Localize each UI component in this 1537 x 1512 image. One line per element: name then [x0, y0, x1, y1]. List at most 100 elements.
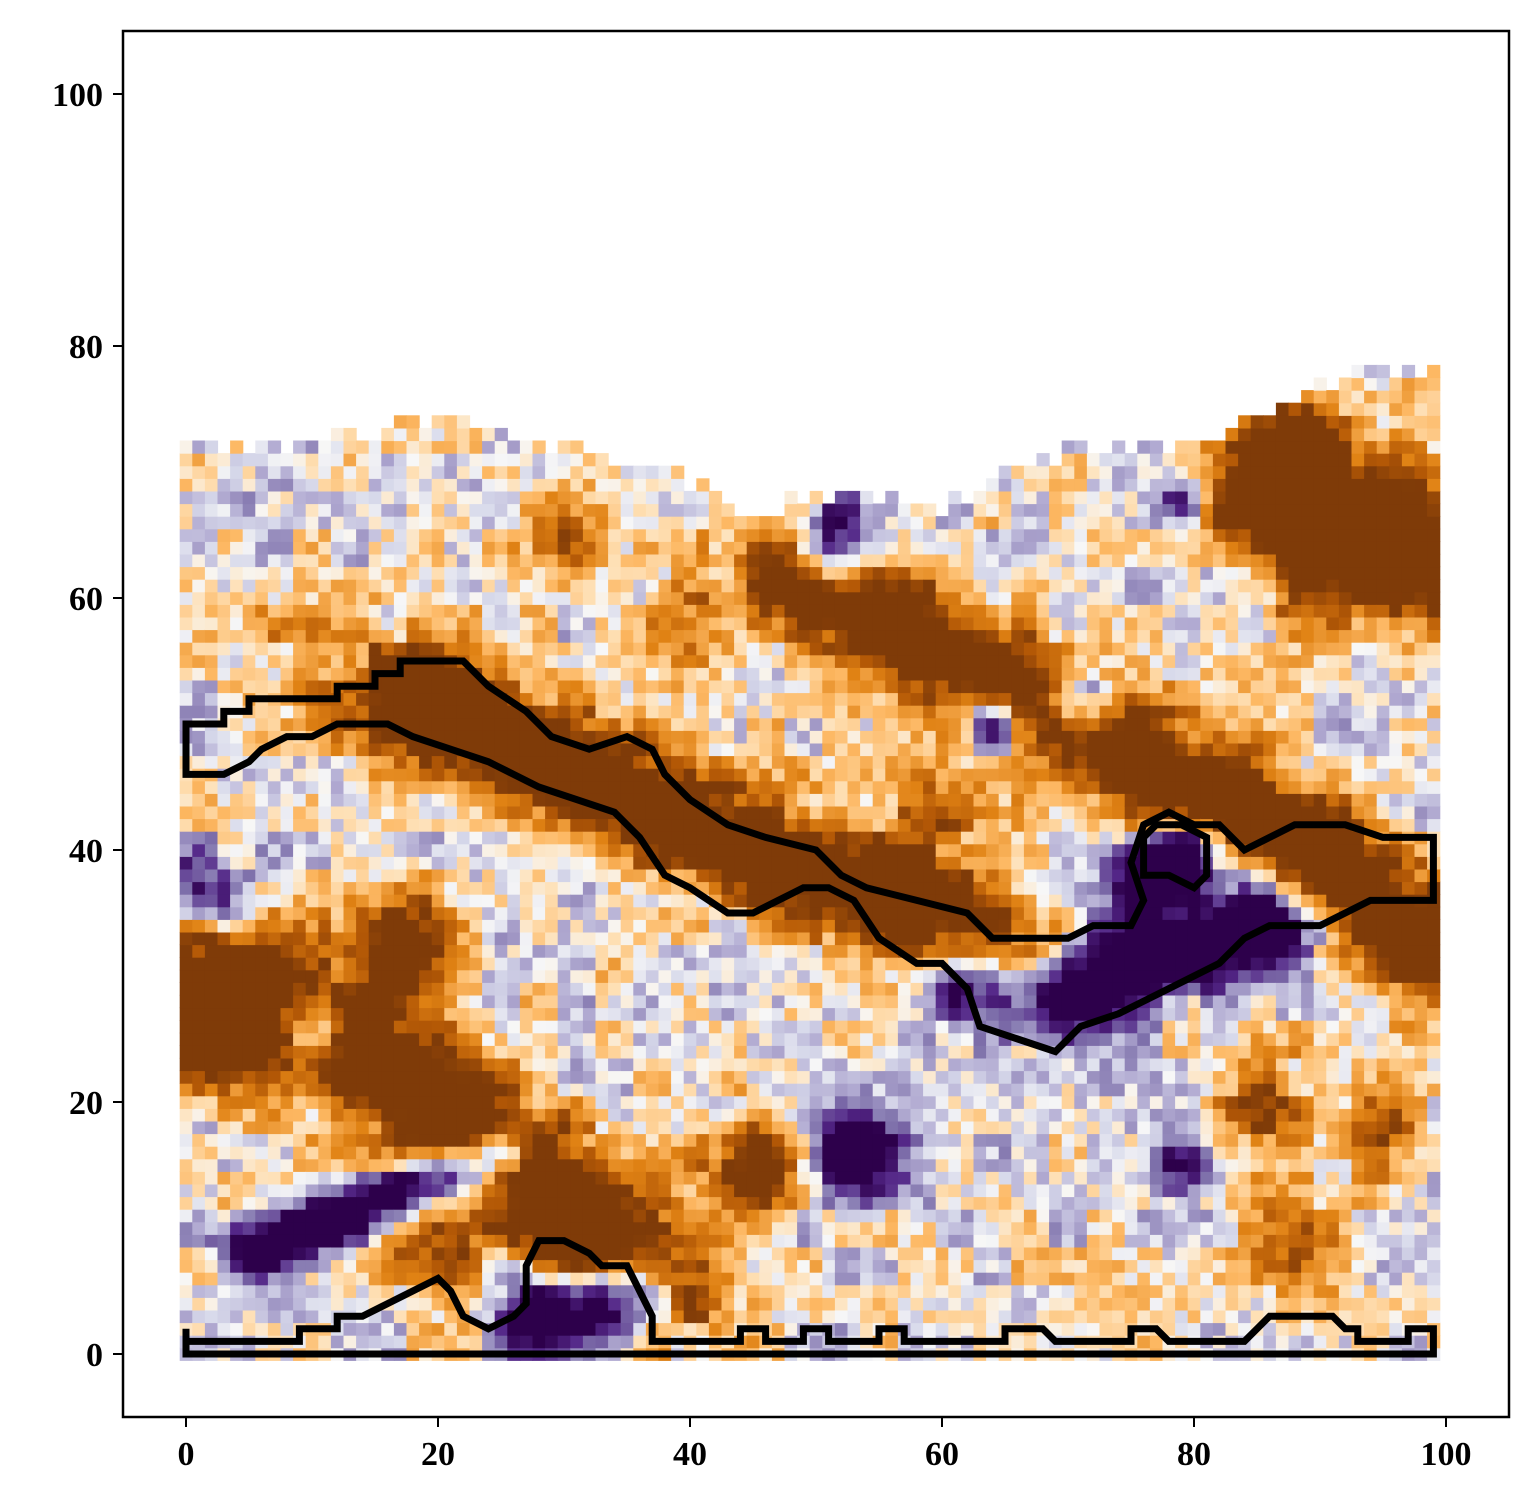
heatmap-cell: [633, 692, 647, 706]
heatmap-cell: [318, 1284, 332, 1298]
heatmap-cell: [923, 1183, 937, 1198]
heatmap-cell: [217, 894, 231, 908]
heatmap-cell: [746, 1196, 760, 1210]
heatmap-cell: [406, 1108, 420, 1122]
heatmap-cell: [482, 768, 496, 782]
heatmap-cell: [608, 490, 622, 505]
heatmap-cell: [179, 1272, 193, 1286]
heatmap-cell: [910, 1133, 924, 1147]
heatmap-cell: [759, 1108, 773, 1122]
heatmap-cell: [582, 1045, 597, 1059]
heatmap-cell: [419, 1146, 433, 1160]
heatmap-cell: [847, 1057, 861, 1072]
heatmap-cell: [822, 591, 836, 605]
heatmap-cell: [1036, 667, 1050, 681]
heatmap-cell: [771, 1095, 786, 1109]
heatmap-cell: [608, 1007, 622, 1021]
heatmap-cell: [960, 1133, 975, 1147]
heatmap-cell: [204, 818, 219, 832]
heatmap-cell: [230, 1095, 244, 1109]
heatmap-cell: [633, 1335, 647, 1349]
heatmap-cell: [784, 679, 798, 694]
heatmap-cell: [935, 1070, 949, 1084]
heatmap-cell: [293, 1309, 307, 1324]
heatmap-cell: [948, 944, 962, 958]
heatmap-cell: [431, 894, 445, 908]
heatmap-cell: [570, 566, 584, 580]
heatmap-cell: [910, 1309, 924, 1324]
heatmap-cell: [406, 642, 420, 656]
heatmap-cell: [293, 1083, 307, 1097]
heatmap-cell: [456, 1259, 471, 1273]
heatmap-cell: [746, 805, 760, 820]
heatmap-cell: [482, 1057, 496, 1072]
heatmap-cell: [494, 579, 508, 593]
heatmap-cell: [204, 931, 219, 946]
heatmap-cell: [734, 579, 748, 593]
heatmap-cell: [482, 1196, 496, 1210]
heatmap-cell: [318, 994, 332, 1009]
heatmap-cell: [746, 1057, 760, 1072]
heatmap-cell: [734, 1259, 748, 1273]
heatmap-cell: [230, 805, 244, 820]
heatmap-cell: [658, 1083, 672, 1097]
heatmap-cell: [368, 1032, 382, 1046]
heatmap-cell: [267, 1322, 282, 1336]
heatmap-cell: [305, 541, 319, 555]
heatmap-cell: [507, 931, 521, 946]
heatmap-cell: [960, 1309, 975, 1324]
heatmap-cell: [444, 427, 458, 442]
heatmap-cell: [797, 931, 811, 946]
heatmap-cell: [633, 1083, 647, 1097]
heatmap-cell: [330, 616, 345, 631]
heatmap-cell: [582, 944, 597, 958]
heatmap-cell: [356, 478, 370, 492]
heatmap-cell: [683, 1246, 697, 1261]
heatmap-cell: [809, 1259, 823, 1273]
heatmap-cell: [1049, 1070, 1063, 1084]
heatmap-cell: [998, 1120, 1012, 1135]
heatmap-cell: [444, 906, 458, 920]
heatmap-cell: [973, 667, 987, 681]
heatmap-cell: [998, 755, 1012, 769]
heatmap-cell: [658, 906, 672, 920]
heatmap-cell: [1023, 1045, 1038, 1059]
heatmap-cell: [368, 705, 382, 719]
heatmap-cell: [356, 553, 370, 568]
heatmap-cell: [834, 906, 849, 920]
heatmap-cell: [759, 1246, 773, 1261]
heatmap-cell: [620, 566, 634, 580]
heatmap-cell: [494, 1120, 508, 1135]
heatmap-cell: [343, 793, 357, 807]
heatmap-cell: [494, 1234, 508, 1248]
heatmap-cell: [1036, 654, 1050, 668]
heatmap-cell: [708, 516, 723, 530]
heatmap-cell: [658, 1007, 672, 1021]
heatmap-cell: [444, 465, 458, 479]
heatmap-cell: [860, 629, 874, 643]
heatmap-cell: [910, 541, 924, 555]
heatmap-cell: [734, 982, 748, 996]
heatmap-cell: [204, 1221, 219, 1235]
heatmap-cell: [1023, 654, 1038, 668]
heatmap-cell: [1023, 868, 1038, 883]
heatmap-cell: [721, 793, 735, 807]
heatmap-cell: [822, 717, 836, 731]
heatmap-cell: [935, 679, 949, 694]
heatmap-cell: [1049, 478, 1063, 492]
heatmap-cell: [860, 1322, 874, 1336]
heatmap-cell: [255, 894, 269, 908]
heatmap-cell: [179, 831, 193, 845]
heatmap-cell: [192, 453, 206, 467]
heatmap-cell: [456, 1057, 471, 1072]
heatmap-cell: [456, 579, 471, 593]
heatmap-cell: [973, 793, 987, 807]
heatmap-cell: [960, 1120, 975, 1135]
heatmap-cell: [456, 566, 471, 580]
heatmap-cell: [960, 1297, 975, 1311]
heatmap-cell: [759, 843, 773, 857]
heatmap-cell: [456, 465, 471, 479]
heatmap-cell: [860, 579, 874, 593]
heatmap-cell: [330, 868, 345, 883]
heatmap-cell: [986, 654, 1000, 668]
